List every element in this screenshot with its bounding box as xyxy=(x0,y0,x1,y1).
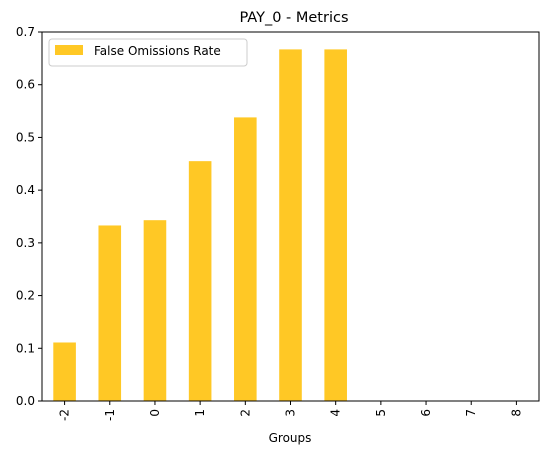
x-tick-label: 1 xyxy=(193,409,207,417)
bar-0 xyxy=(143,220,167,401)
legend-box xyxy=(48,38,248,67)
legend-label: False Omissions Rate xyxy=(94,44,221,58)
x-tick-label: 8 xyxy=(509,409,523,417)
x-axis-label: Groups xyxy=(269,431,312,445)
y-tick-label: 0.0 xyxy=(16,394,35,408)
y-axis: 0.0 0.1 0.2 0.3 0.4 0.5 0.6 0.7 xyxy=(16,25,42,408)
x-axis: -2 -1 0 1 2 3 4 5 6 7 8 xyxy=(58,401,523,421)
y-tick-label: 0.3 xyxy=(16,236,35,250)
x-tick-label: 7 xyxy=(464,409,478,417)
y-tick-label: 0.5 xyxy=(16,130,35,144)
x-tick-label: 5 xyxy=(374,409,388,417)
bar-4 xyxy=(324,49,347,401)
x-tick-label: -2 xyxy=(58,409,72,421)
chart-title: PAY_0 - Metrics xyxy=(239,10,348,26)
y-tick-label: 0.6 xyxy=(16,78,35,92)
x-tick-label: -1 xyxy=(103,409,117,421)
bar--1 xyxy=(98,225,122,401)
y-tick-label: 0.7 xyxy=(16,25,35,39)
y-tick-label: 0.2 xyxy=(16,289,35,303)
x-tick-label: 6 xyxy=(419,409,433,417)
bar-1 xyxy=(188,161,212,401)
plot-frame xyxy=(41,31,540,402)
y-tick-label: 0.1 xyxy=(16,341,35,355)
x-tick-label: 2 xyxy=(238,409,252,417)
bar--2 xyxy=(53,342,76,401)
bar-3 xyxy=(279,49,302,401)
x-tick-label: 0 xyxy=(148,409,162,417)
x-tick-label: 4 xyxy=(329,409,343,417)
legend: False Omissions Rate xyxy=(48,38,248,67)
y-tick-label: 0.4 xyxy=(16,183,35,197)
bars-group xyxy=(53,49,347,401)
x-tick-label: 3 xyxy=(284,409,298,417)
bar-2 xyxy=(234,117,257,401)
legend-swatch xyxy=(55,45,83,55)
